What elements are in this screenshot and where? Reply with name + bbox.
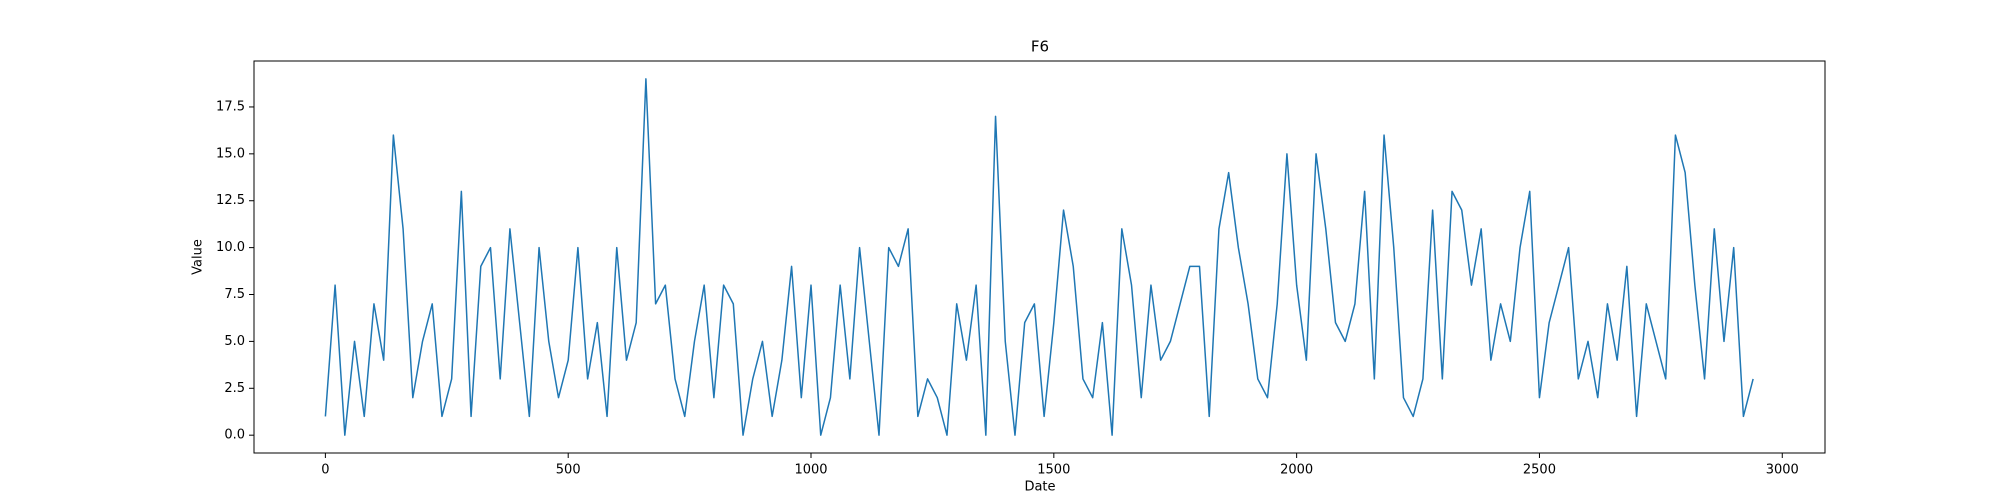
x-axis-label: Date — [1024, 480, 1055, 495]
y-tick-label: 17.5 — [216, 99, 245, 114]
data-line — [324, 78, 1754, 436]
x-tick-label: 1500 — [1037, 463, 1070, 478]
y-tick-label: 5.0 — [224, 334, 245, 349]
y-tick-label: 0.0 — [224, 428, 245, 443]
x-tick-label: 500 — [556, 463, 581, 478]
x-tick-label: 1000 — [794, 463, 827, 478]
chart-title: F6 — [1031, 38, 1049, 56]
x-tick-label: 3000 — [1766, 463, 1799, 478]
y-tick-label: 7.5 — [224, 287, 245, 302]
x-tick-label: 2500 — [1523, 463, 1556, 478]
x-tick-label: 2000 — [1280, 463, 1313, 478]
plot-frame — [253, 60, 1826, 454]
y-tick-label: 2.5 — [224, 381, 245, 396]
x-tick-label: 0 — [321, 463, 329, 478]
y-tick-label: 10.0 — [216, 240, 245, 255]
y-tick-label: 15.0 — [216, 146, 245, 161]
y-tick-label: 12.5 — [216, 193, 245, 208]
y-axis-label: Value — [191, 239, 206, 275]
